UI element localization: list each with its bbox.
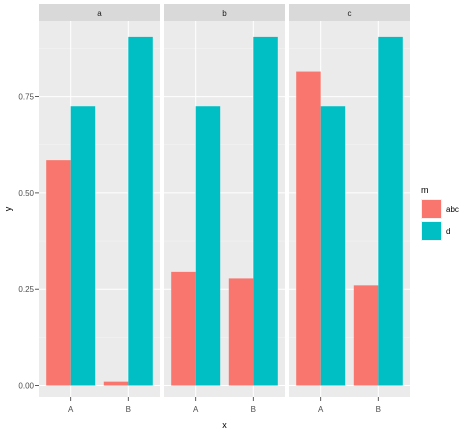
- bar-d-b-A: [195, 106, 221, 386]
- facet-strip-label: c: [348, 9, 352, 18]
- y-tick-label: 0.00: [18, 382, 34, 391]
- bar-d-b-B: [253, 36, 278, 386]
- bar-d-c-A: [320, 106, 346, 386]
- x-tick-label: A: [193, 405, 199, 414]
- bar-d-a-B: [128, 36, 153, 386]
- facet-strip: [39, 4, 160, 21]
- y-tick-label: 0.25: [18, 285, 34, 294]
- legend-label: abc: [446, 205, 459, 214]
- bar-abc-c-A: [296, 71, 321, 386]
- legend-title: m: [421, 185, 429, 195]
- bar-abc-b-A: [171, 271, 196, 386]
- legend-label: d: [446, 227, 450, 236]
- legend-key-d: [422, 222, 441, 240]
- bar-abc-c-B: [353, 285, 379, 386]
- x-tick-label: B: [251, 405, 256, 414]
- y-axis-title: y: [3, 206, 13, 211]
- bar-abc-a-A: [46, 160, 71, 386]
- x-tick-label: B: [376, 405, 381, 414]
- facet-strip: [164, 4, 285, 21]
- legend-key-abc: [422, 200, 441, 218]
- bar-d-c-B: [378, 36, 403, 386]
- x-tick-label: A: [318, 405, 324, 414]
- x-tick-label: A: [68, 405, 74, 414]
- y-tick-label: 0.50: [18, 189, 34, 198]
- bar-abc-a-B: [103, 381, 129, 386]
- facet-strip-label: b: [222, 9, 227, 18]
- x-axis-title: x: [222, 420, 227, 430]
- bar-d-a-A: [70, 106, 96, 386]
- facet-strip-label: a: [97, 9, 102, 18]
- y-tick-label: 0.75: [18, 93, 34, 102]
- facet-strip: [289, 4, 410, 21]
- x-tick-label: B: [126, 405, 131, 414]
- bar-abc-b-B: [228, 278, 254, 386]
